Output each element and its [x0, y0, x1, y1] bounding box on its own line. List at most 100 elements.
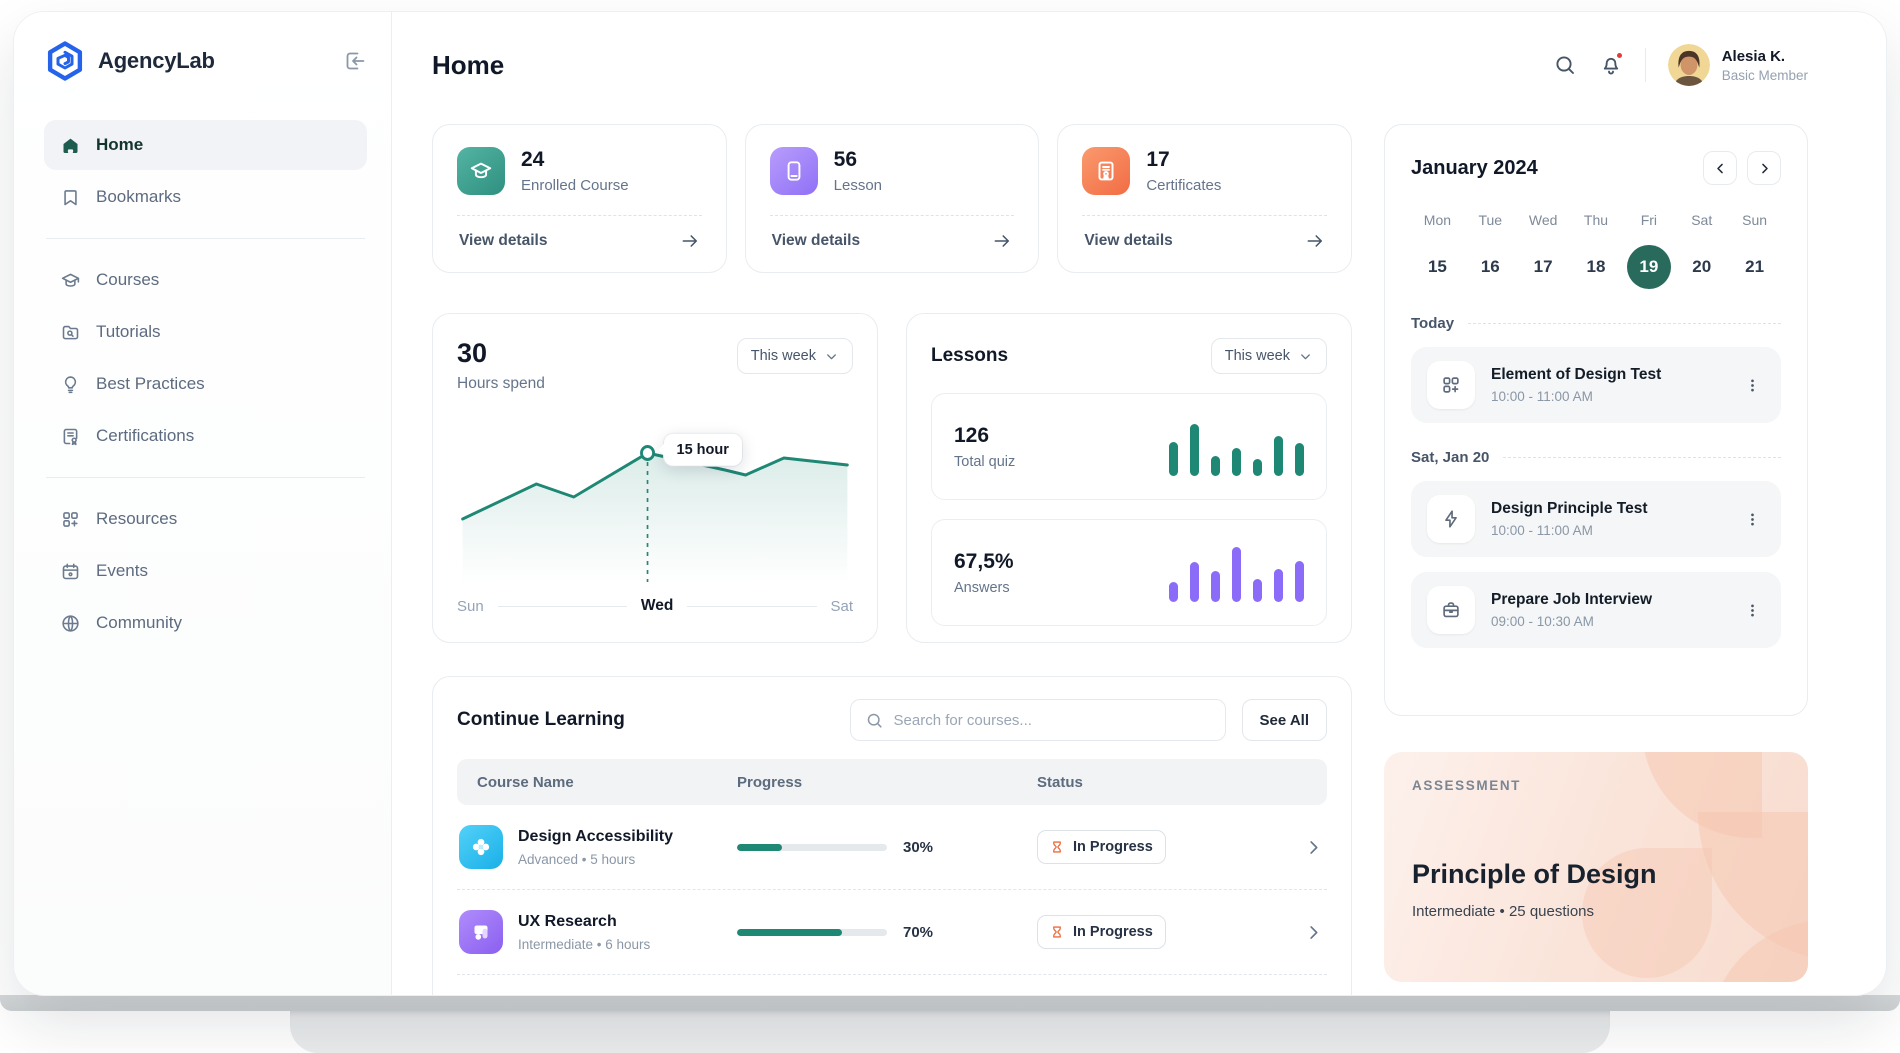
event-card[interactable]: Element of Design Test 10:00 - 11:00 AM: [1411, 347, 1781, 423]
stats-row: 24 Enrolled Course View details: [432, 124, 1352, 273]
event-card[interactable]: Prepare Job Interview 09:00 - 10:30 AM: [1411, 572, 1781, 648]
event-time: 10:00 - 11:00 AM: [1491, 523, 1647, 538]
sidebar-item-best-practices[interactable]: Best Practices: [44, 359, 367, 409]
search-icon[interactable]: [1553, 53, 1577, 77]
hours-range-dropdown[interactable]: This week: [737, 338, 853, 374]
stat-card-lesson: 56 Lesson View details: [745, 124, 1040, 273]
sidebar: AgencyLab Home: [14, 12, 392, 995]
mini-bar: [1232, 547, 1241, 602]
see-all-button[interactable]: See All: [1242, 699, 1327, 741]
calendar-dates: 15161718192021: [1411, 245, 1781, 289]
graduation-cap-icon: [60, 270, 81, 291]
assessment-card[interactable]: ASSESSMENT Principle of Design Intermedi…: [1384, 752, 1808, 982]
group-label: Sat, Jan 20: [1411, 449, 1489, 466]
kebab-menu-icon[interactable]: [1740, 507, 1765, 532]
agencylab-logo-icon: [44, 40, 86, 82]
sidebar-item-home[interactable]: Home: [44, 120, 367, 170]
calendar-prev-button[interactable]: [1703, 151, 1737, 185]
calendar-date-selected[interactable]: 19: [1622, 245, 1675, 289]
calendar-date[interactable]: 17: [1517, 245, 1570, 289]
courses-search-box: [850, 699, 1226, 741]
course-icon: [459, 825, 503, 869]
mini-bar: [1274, 436, 1283, 476]
kebab-menu-icon[interactable]: [1740, 598, 1765, 623]
view-details-label: View details: [772, 232, 860, 250]
table-row[interactable]: UX Research Intermediate • 6 hours 70%: [457, 890, 1327, 975]
course-icon: [459, 910, 503, 954]
mini-bar: [1232, 448, 1241, 476]
notifications-bell-icon[interactable]: [1599, 53, 1623, 77]
sidebar-divider: [46, 477, 365, 478]
sidebar-item-tutorials[interactable]: Tutorials: [44, 307, 367, 357]
calendar-next-button[interactable]: [1747, 151, 1781, 185]
chevron-right-icon: [1757, 161, 1772, 176]
user-menu[interactable]: Alesia K. Basic Member: [1668, 44, 1808, 86]
answers-label: Answers: [954, 580, 1014, 596]
calendar-day-name: Sun: [1728, 212, 1781, 228]
enrolled-course-icon: [457, 147, 505, 195]
x-axis-label: Sat: [831, 598, 854, 615]
course-name: Design Accessibility: [518, 828, 673, 846]
calendar-date[interactable]: 16: [1464, 245, 1517, 289]
arrow-right-icon: [680, 231, 700, 251]
calendar-day-names: MonTueWedThuFriSatSun: [1411, 212, 1781, 228]
sidebar-item-courses[interactable]: Courses: [44, 255, 367, 305]
range-label: This week: [751, 348, 816, 364]
assessment-tag: ASSESSMENT: [1412, 778, 1780, 793]
view-details-link[interactable]: View details: [457, 216, 702, 266]
kebab-menu-icon[interactable]: [1740, 373, 1765, 398]
event-time: 09:00 - 10:30 AM: [1491, 614, 1652, 629]
main-area: Home: [392, 12, 1886, 995]
lightning-icon: [1427, 495, 1475, 543]
event-card[interactable]: Design Principle Test 10:00 - 11:00 AM: [1411, 481, 1781, 557]
grid-plus-icon: [1427, 361, 1475, 409]
calendar-date[interactable]: 20: [1675, 245, 1728, 289]
lessons-range-dropdown[interactable]: This week: [1211, 338, 1327, 374]
calendar-day-name: Sat: [1675, 212, 1728, 228]
sidebar-item-events[interactable]: Events: [44, 546, 367, 596]
calendar-date[interactable]: 15: [1411, 245, 1464, 289]
chevron-right-icon[interactable]: [1287, 923, 1327, 942]
view-details-link[interactable]: View details: [770, 216, 1015, 266]
stat-label: Lesson: [834, 177, 882, 194]
chevron-down-icon: [1298, 349, 1313, 364]
chevron-right-icon[interactable]: [1287, 838, 1327, 857]
avatar: [1668, 44, 1710, 86]
quiz-bars: [1169, 418, 1304, 476]
view-details-label: View details: [1084, 232, 1172, 250]
mini-bar: [1253, 459, 1262, 476]
hours-line-chart: 15 hour: [457, 433, 853, 583]
app-window: AgencyLab Home: [14, 12, 1886, 995]
mini-bar: [1190, 424, 1199, 476]
sidebar-item-certifications[interactable]: Certifications: [44, 411, 367, 461]
page-title: Home: [432, 50, 504, 81]
sidebar-item-community[interactable]: Community: [44, 598, 367, 648]
answers-bars: [1169, 544, 1304, 602]
sidebar-item-label: Tutorials: [96, 322, 161, 342]
sidebar-item-label: Community: [96, 613, 182, 633]
search-input[interactable]: [894, 712, 1211, 729]
progress-bar: [737, 929, 887, 936]
collapse-sidebar-icon[interactable]: [343, 49, 367, 73]
sidebar-item-label: Events: [96, 561, 148, 581]
table-row[interactable]: Design Accessibility Advanced • 5 hours …: [457, 805, 1327, 890]
sidebar-nav: Home Bookmarks Courses: [44, 120, 367, 648]
notification-dot: [1615, 51, 1624, 60]
user-role: Basic Member: [1722, 68, 1808, 83]
event-title: Element of Design Test: [1491, 366, 1661, 384]
calendar-date[interactable]: 21: [1728, 245, 1781, 289]
sidebar-item-label: Home: [96, 135, 143, 155]
grid-plus-icon: [60, 509, 81, 530]
sidebar-item-resources[interactable]: Resources: [44, 494, 367, 544]
hours-label: Hours spend: [457, 375, 545, 393]
lightbulb-icon: [60, 374, 81, 395]
sidebar-item-bookmarks[interactable]: Bookmarks: [44, 172, 367, 222]
hours-value: 30: [457, 338, 545, 369]
sidebar-item-label: Certifications: [96, 426, 194, 446]
mini-bar: [1211, 456, 1220, 476]
view-details-link[interactable]: View details: [1082, 216, 1327, 266]
event-title: Design Principle Test: [1491, 500, 1647, 518]
chevron-down-icon: [824, 349, 839, 364]
continue-learning-card: Continue Learning See All Co: [432, 676, 1352, 995]
calendar-date[interactable]: 18: [1570, 245, 1623, 289]
